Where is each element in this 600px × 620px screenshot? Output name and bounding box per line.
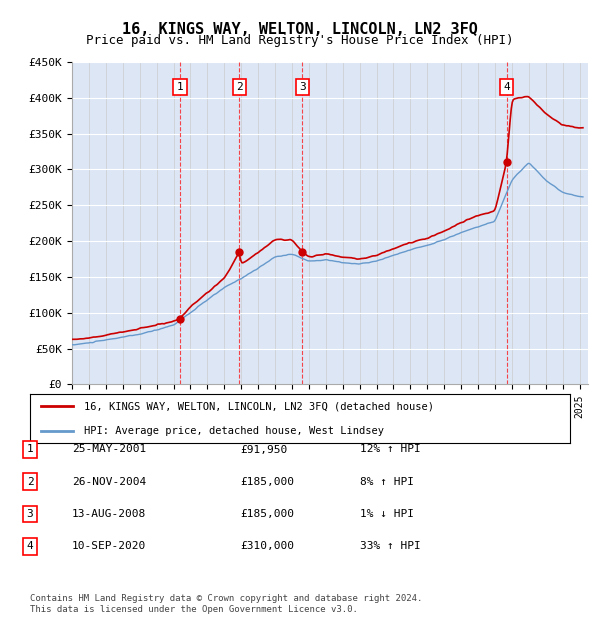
Text: 1: 1 [177, 82, 184, 92]
Text: HPI: Average price, detached house, West Lindsey: HPI: Average price, detached house, West… [84, 426, 384, 436]
Text: 16, KINGS WAY, WELTON, LINCOLN, LN2 3FQ: 16, KINGS WAY, WELTON, LINCOLN, LN2 3FQ [122, 22, 478, 37]
Text: 13-AUG-2008: 13-AUG-2008 [72, 509, 146, 519]
Text: 26-NOV-2004: 26-NOV-2004 [72, 477, 146, 487]
Text: £310,000: £310,000 [240, 541, 294, 551]
Text: 3: 3 [26, 509, 34, 519]
Text: 3: 3 [299, 82, 306, 92]
Text: £185,000: £185,000 [240, 477, 294, 487]
Text: 8% ↑ HPI: 8% ↑ HPI [360, 477, 414, 487]
Text: 33% ↑ HPI: 33% ↑ HPI [360, 541, 421, 551]
Text: Price paid vs. HM Land Registry's House Price Index (HPI): Price paid vs. HM Land Registry's House … [86, 34, 514, 47]
Text: Contains HM Land Registry data © Crown copyright and database right 2024.
This d: Contains HM Land Registry data © Crown c… [30, 595, 422, 614]
Text: £185,000: £185,000 [240, 509, 294, 519]
Text: 2: 2 [236, 82, 243, 92]
Text: 10-SEP-2020: 10-SEP-2020 [72, 541, 146, 551]
Text: 1: 1 [26, 445, 34, 454]
Text: 4: 4 [503, 82, 510, 92]
Text: £91,950: £91,950 [240, 445, 287, 454]
Text: 16, KINGS WAY, WELTON, LINCOLN, LN2 3FQ (detached house): 16, KINGS WAY, WELTON, LINCOLN, LN2 3FQ … [84, 401, 434, 411]
Text: 25-MAY-2001: 25-MAY-2001 [72, 445, 146, 454]
Text: 4: 4 [26, 541, 34, 551]
Text: 12% ↑ HPI: 12% ↑ HPI [360, 445, 421, 454]
Text: 2: 2 [26, 477, 34, 487]
Text: 1% ↓ HPI: 1% ↓ HPI [360, 509, 414, 519]
